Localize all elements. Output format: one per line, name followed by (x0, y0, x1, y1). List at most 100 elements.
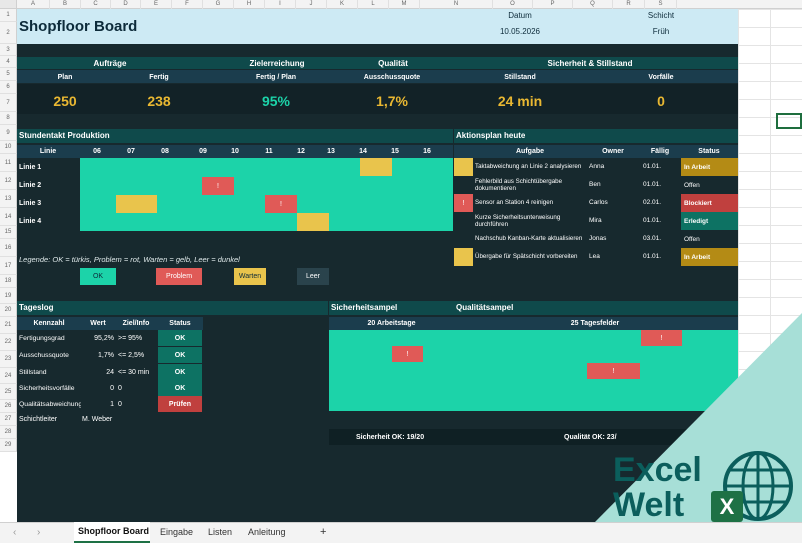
tab-shopfloor-board[interactable]: Shopfloor Board (74, 522, 150, 543)
row-header[interactable]: 10 (0, 141, 17, 154)
row-header[interactable]: 20 (0, 304, 17, 317)
row-header[interactable]: 13 (0, 190, 17, 208)
row-header[interactable]: 5 (0, 68, 17, 81)
tageslog-wert[interactable]: 0 (110, 385, 114, 392)
takt-problem-cell[interactable]: ! (202, 177, 234, 195)
row-header[interactable]: 25 (0, 384, 17, 400)
aktionsplan-row[interactable]: ! Sensor an Station 4 reinigen Carlos 02.01… (454, 194, 738, 212)
aktionsplan-owner: Carlos (589, 199, 608, 206)
row-header[interactable]: 8 (0, 112, 17, 125)
takt-waiting-cell[interactable] (360, 158, 392, 176)
tageslog-ziel: >= 95% (118, 335, 143, 342)
row-header[interactable]: 7 (0, 94, 17, 112)
row-header[interactable]: 27 (0, 413, 17, 426)
column-header[interactable]: M (389, 0, 420, 9)
row-header[interactable]: 2 (0, 22, 17, 44)
row-header[interactable]: 26 (0, 400, 17, 413)
aktionsplan-title: Aktionsplan heute (456, 131, 526, 140)
row-header[interactable]: 29 (0, 439, 17, 452)
takt-waiting-cell[interactable] (116, 195, 157, 213)
sicherheitsampel-problem-cell[interactable]: ! (392, 346, 423, 362)
aktionsplan-status[interactable]: Blockiert (681, 194, 738, 212)
row-header[interactable]: 16 (0, 239, 17, 257)
schichtleiter-value[interactable]: M. Weber (82, 416, 113, 423)
row-header[interactable]: 18 (0, 275, 17, 288)
kpi-label-row (17, 70, 738, 83)
tageslog-wert[interactable]: 1,7% (98, 352, 114, 359)
datum-value[interactable]: 10.05.2026 (499, 27, 541, 36)
aktionsplan-row[interactable]: Fehlerbild aus Schichtübergabe dokumenti… (454, 176, 738, 194)
tab-scroll-right-icon[interactable]: › (37, 527, 41, 538)
tageslog-kennzahl: Sicherheitsvorfälle (19, 384, 75, 392)
aktionsplan-priority-marker (454, 248, 473, 266)
row-header[interactable]: 9 (0, 125, 17, 141)
takt-waiting-cell[interactable] (297, 213, 329, 231)
aktionsplan-row[interactable]: Kurze Sicherheitsunterweisung durchführe… (454, 212, 738, 230)
row-header[interactable]: 14 (0, 208, 17, 226)
selected-cell[interactable] (776, 113, 802, 129)
row-header[interactable]: 12 (0, 172, 17, 190)
column-header[interactable]: K (327, 0, 358, 9)
aktionsplan-row[interactable]: Nachschub Kanban-Karte aktualisieren Jona… (454, 230, 738, 248)
schicht-value[interactable]: Früh (652, 27, 670, 36)
column-header[interactable]: B (50, 0, 81, 9)
row-header[interactable]: 22 (0, 334, 17, 351)
aktionsplan-status[interactable]: Erledigt (681, 212, 738, 230)
tab-eingabe[interactable]: Eingabe (160, 527, 194, 537)
column-header[interactable]: P (533, 0, 573, 9)
qualitaetsampel-problem-cell[interactable]: ! (587, 363, 640, 379)
tageslog-ziel: <= 30 min (118, 369, 150, 376)
row-header[interactable]: 21 (0, 317, 17, 334)
column-header[interactable]: E (141, 0, 172, 9)
row-header[interactable]: 4 (0, 56, 17, 68)
takt-problem-cell[interactable]: ! (265, 195, 297, 213)
column-header[interactable]: N (420, 0, 493, 9)
column-header[interactable]: I (265, 0, 296, 9)
tab-scroll-left-icon[interactable]: ‹ (13, 527, 17, 538)
column-header[interactable]: F (172, 0, 203, 9)
row-header[interactable]: 6 (0, 81, 17, 94)
column-header[interactable]: O (493, 0, 533, 9)
column-header[interactable]: J (296, 0, 327, 9)
column-header[interactable]: C (81, 0, 111, 9)
row-header[interactable]: 28 (0, 426, 17, 439)
tageslog-wert[interactable]: 24 (106, 369, 114, 376)
add-sheet-button[interactable]: + (320, 526, 327, 538)
tageslog-col-status: Status (169, 320, 191, 327)
aktionsplan-row[interactable]: Taktabweichung an Linie 2 analysieren Ann… (454, 158, 738, 176)
tab-listen[interactable]: Listen (208, 527, 233, 537)
row-header[interactable]: 3 (0, 44, 17, 56)
page-title: Shopfloor Board (19, 18, 138, 35)
tageslog-wert[interactable]: 95,2% (94, 335, 114, 342)
aktionsplan-status[interactable]: In Arbeit (681, 158, 738, 176)
aktionsplan-owner: Lea (589, 253, 600, 260)
column-header[interactable]: D (111, 0, 141, 9)
tageslog-kennzahl: Qualitätsabweichungen (19, 400, 81, 408)
row-header[interactable]: 1 (0, 9, 17, 22)
select-all-corner[interactable] (0, 0, 17, 9)
kpi-vorfaelle-value: 0 (657, 93, 665, 109)
column-header[interactable]: Q (573, 0, 613, 9)
sheet-tab-bar (0, 522, 802, 543)
tab-anleitung[interactable]: Anleitung (248, 527, 286, 537)
aktionsplan-row[interactable]: Übergabe für Spätschicht vorbereiten Lea 0… (454, 248, 738, 266)
aktionsplan-status[interactable]: Offen (684, 235, 700, 243)
row-header[interactable]: 23 (0, 351, 17, 368)
row-header[interactable]: 15 (0, 226, 17, 239)
datum-label: Datum (508, 11, 532, 20)
aktionsplan-status[interactable]: In Arbeit (681, 248, 738, 266)
column-header[interactable]: A (17, 0, 50, 9)
column-header[interactable]: S (645, 0, 677, 9)
tageslog-ziel: 0 (118, 385, 122, 392)
row-header[interactable]: 17 (0, 257, 17, 275)
tageslog-wert[interactable]: 1 (110, 401, 114, 408)
row-header[interactable]: 24 (0, 368, 17, 384)
column-header[interactable]: G (203, 0, 234, 9)
row-header[interactable]: 19 (0, 288, 17, 304)
qualitaetsampel-problem-cell[interactable]: ! (641, 330, 682, 346)
row-header[interactable]: 11 (0, 154, 17, 172)
column-header[interactable]: R (613, 0, 645, 9)
aktionsplan-status[interactable]: Offen (684, 181, 700, 189)
column-header[interactable]: H (234, 0, 265, 9)
column-header[interactable]: L (358, 0, 389, 9)
